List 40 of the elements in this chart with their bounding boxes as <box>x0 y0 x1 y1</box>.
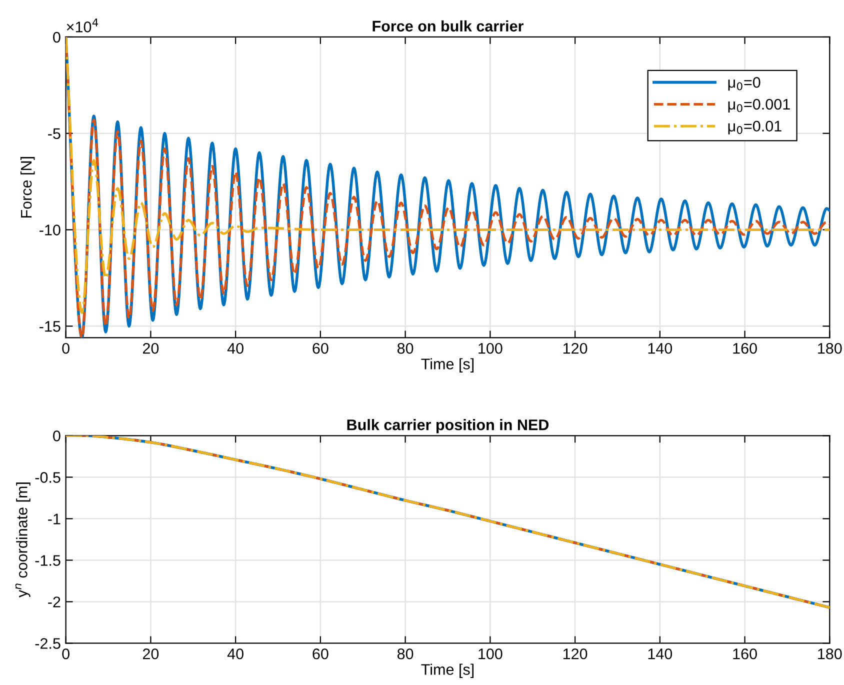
x-tick-label: 80 <box>397 342 414 354</box>
y-tick-label: 0 <box>53 430 60 442</box>
x-tick-label: 0 <box>62 648 70 660</box>
y-tick-label: -15 <box>40 321 60 332</box>
text: ×10$^{4}$ <box>66 18 98 32</box>
y-tick-label: -2 <box>48 596 60 608</box>
x-tick-label: 100 <box>478 342 502 354</box>
x-tick-label: 20 <box>142 342 159 354</box>
y-tick-label: 0 <box>53 32 60 43</box>
y-tick-label: -1 <box>48 514 60 524</box>
x-tick-label: 60 <box>312 648 328 660</box>
x-tick-label: 60 <box>312 342 328 354</box>
x-tick-label: 160 <box>733 342 757 354</box>
x-tick-label: 40 <box>227 648 244 660</box>
x-axis-title: Time [s] <box>421 664 474 678</box>
x-tick-label: 120 <box>563 342 588 354</box>
x-tick-label: 0 <box>62 342 70 354</box>
y-tick-label: -2.5 <box>35 638 60 649</box>
chart-title: Force on bulk carrier <box>372 20 524 32</box>
x-tick-label: 120 <box>563 648 588 660</box>
x-axis-title: Time [s] <box>421 358 474 372</box>
x-tick-label: 80 <box>397 648 414 660</box>
x-tick-label: 20 <box>142 648 159 660</box>
x-tick-label: 140 <box>648 342 672 354</box>
y-tick-label: -5 <box>48 128 60 140</box>
x-tick-label: 140 <box>648 648 672 660</box>
x-tick-label: 40 <box>227 342 244 354</box>
y-tick-label: -1.5 <box>35 555 60 566</box>
chart-title: Bulk carrier position in NED <box>347 419 549 434</box>
y-axis-title: Force [N] <box>20 157 35 218</box>
x-tick-label: 180 <box>818 342 842 354</box>
y-axis-title: y$^{n}$ coordinate [m] <box>15 482 30 598</box>
y-tick-label: -10 <box>40 224 60 236</box>
x-tick-label: 160 <box>733 648 757 660</box>
legend-label: μ$_{0}$=0 <box>728 76 760 91</box>
legend-label: μ$_{0}$=0.01 <box>728 120 782 134</box>
x-tick-label: 100 <box>478 648 502 660</box>
x-tick-label: 180 <box>818 648 842 660</box>
y-tick-label: -0.5 <box>35 472 60 483</box>
legend-label: μ$_{0}$=0.001 <box>728 98 790 112</box>
